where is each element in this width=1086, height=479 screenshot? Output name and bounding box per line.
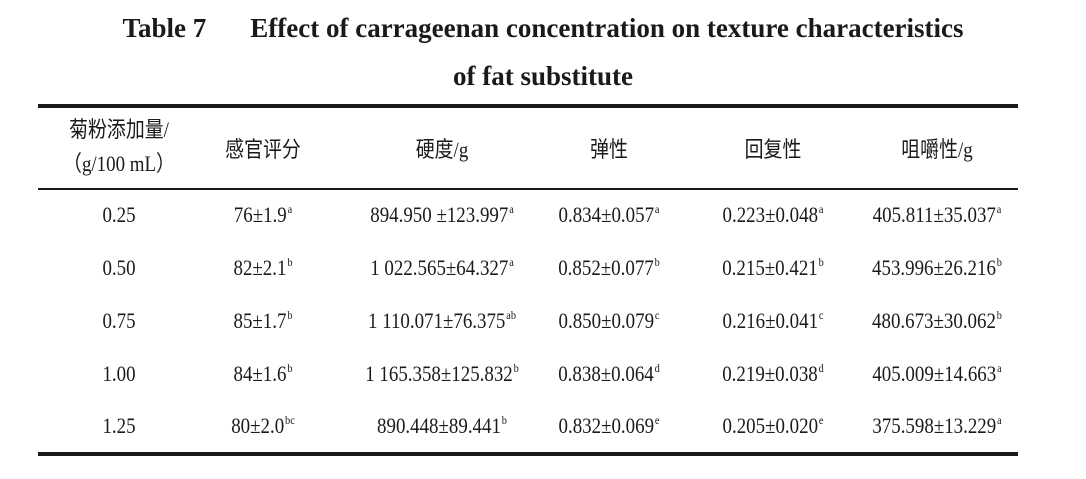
cell-value: 0.850±0.079 — [558, 308, 655, 333]
cell-value: 80±2.0 — [231, 413, 285, 438]
significance-letter: a — [997, 413, 1002, 427]
significance-letter: c — [818, 308, 824, 322]
table-cell: 0.75 — [46, 307, 192, 335]
significance-letter: c — [654, 308, 660, 322]
cell-value: 480.673±30.062 — [872, 308, 996, 333]
table-cell: 0.205±0.020e — [700, 412, 846, 443]
cell-value: 0.215±0.421 — [722, 255, 818, 280]
cell-value: 0.838±0.064 — [558, 361, 654, 386]
cell-value: 1 110.071±76.375 — [367, 308, 506, 333]
table-cell: 453.996±26.216b — [855, 254, 1018, 285]
cell-value: 0.834±0.057 — [558, 202, 655, 227]
cell-value: 82±2.1 — [233, 255, 287, 280]
cell-value: 0.25 — [102, 202, 136, 227]
table-cell: 1.25 — [46, 412, 192, 440]
significance-letter: a — [818, 202, 824, 216]
significance-letter: a — [287, 202, 293, 216]
table-title-line-2: of fat substitute — [453, 61, 633, 91]
table-cell: 0.219±0.038d — [700, 360, 846, 391]
column-header: 硬度/g — [415, 137, 469, 162]
significance-letter: b — [996, 308, 1002, 322]
bottom-rule — [38, 452, 1018, 456]
cell-value: 405.009±14.663 — [872, 361, 997, 386]
cell-value: 84±1.6 — [233, 361, 287, 386]
significance-letter: a — [997, 361, 1002, 375]
table-cell: 0.832±0.069e — [536, 412, 682, 443]
significance-letter: a — [509, 255, 514, 269]
table-cell: 0.50 — [46, 254, 192, 282]
table-cell: 85±1.7b — [203, 307, 323, 338]
table-cell: 0.852±0.077b — [536, 254, 682, 285]
significance-letter: d — [818, 361, 824, 375]
column-header: （g/100 mL） — [63, 151, 175, 176]
table-cell: 1 022.565±64.327a — [343, 254, 541, 285]
table-cell: 0.25 — [46, 201, 192, 229]
column-header: 弹性 — [590, 137, 628, 162]
column-header: 回复性 — [744, 137, 802, 162]
cell-value: 0.219±0.038 — [722, 361, 818, 386]
table-cell: 0.850±0.079c — [536, 307, 682, 338]
significance-letter: e — [654, 413, 660, 427]
table-label: Table 7 — [122, 13, 207, 43]
column-header: 感官评分 — [225, 137, 301, 162]
table-cell: 0.834±0.057a — [536, 201, 682, 232]
table-cell: 1 110.071±76.375ab — [343, 307, 541, 338]
significance-letter: b — [654, 255, 660, 269]
significance-letter: d — [654, 361, 660, 375]
cell-value: 0.832±0.069 — [558, 413, 655, 438]
table-caption: Table 7 Effect of carrageenan concentrati… — [0, 12, 1086, 44]
cell-value: 1.00 — [102, 361, 136, 386]
significance-letter: a — [996, 202, 1002, 216]
cell-value: 0.223±0.048 — [722, 202, 819, 227]
table-cell: 0.216±0.041c — [700, 307, 846, 338]
cell-value: 76±1.9 — [233, 202, 287, 227]
table-cell: 80±2.0bc — [203, 412, 323, 443]
table-cell: 405.009±14.663a — [855, 360, 1018, 391]
table-title-line-1: Effect of carrageenan concentration on t… — [250, 13, 964, 43]
table-cell: 0.215±0.421b — [700, 254, 846, 285]
significance-letter: b — [287, 255, 293, 269]
table-cell: 76±1.9a — [203, 201, 323, 232]
significance-letter: b — [287, 361, 293, 375]
significance-letter: bc — [285, 413, 295, 427]
header-rule — [38, 188, 1018, 190]
significance-letter: ab — [506, 308, 517, 322]
cell-value: 0.852±0.077 — [558, 255, 654, 280]
table-cell: 890.448±89.441b — [343, 412, 541, 443]
cell-value: 0.50 — [102, 255, 136, 280]
cell-value: 0.205±0.020 — [722, 413, 819, 438]
significance-letter: b — [501, 413, 507, 427]
table-cell: 84±1.6b — [203, 360, 323, 391]
table-cell: 480.673±30.062b — [855, 307, 1018, 338]
significance-letter: b — [513, 361, 519, 375]
column-header: 咀嚼性/g — [901, 137, 973, 162]
cell-value: 1 165.358±125.832 — [365, 361, 513, 386]
cell-value: 1.25 — [102, 413, 136, 438]
table-cell: 0.223±0.048a — [700, 201, 846, 232]
cell-value: 0.75 — [102, 308, 136, 333]
table-cell: 405.811±35.037a — [855, 201, 1018, 232]
table-cell: 0.838±0.064d — [536, 360, 682, 391]
table-cell: 1 165.358±125.832b — [343, 360, 541, 391]
table-cell: 894.950 ±123.997a — [343, 201, 541, 232]
table-cell: 1.00 — [46, 360, 192, 388]
significance-letter: b — [287, 308, 293, 322]
table-cell: 82±2.1b — [203, 254, 323, 285]
cell-value: 375.598±13.229 — [872, 413, 997, 438]
significance-letter: b — [996, 255, 1002, 269]
significance-letter: b — [818, 255, 824, 269]
column-header: 菊粉添加量/ — [69, 117, 169, 142]
significance-letter: a — [654, 202, 660, 216]
cell-value: 405.811±35.037 — [872, 202, 996, 227]
cell-value: 1 022.565±64.327 — [370, 255, 509, 280]
significance-letter: e — [818, 413, 824, 427]
cell-value: 0.216±0.041 — [722, 308, 819, 333]
cell-value: 85±1.7 — [233, 308, 287, 333]
table-cell: 375.598±13.229a — [855, 412, 1018, 443]
top-rule — [38, 104, 1018, 108]
cell-value: 894.950 ±123.997 — [370, 202, 509, 227]
cell-value: 890.448±89.441 — [377, 413, 501, 438]
significance-letter: a — [509, 202, 514, 216]
cell-value: 453.996±26.216 — [872, 255, 996, 280]
